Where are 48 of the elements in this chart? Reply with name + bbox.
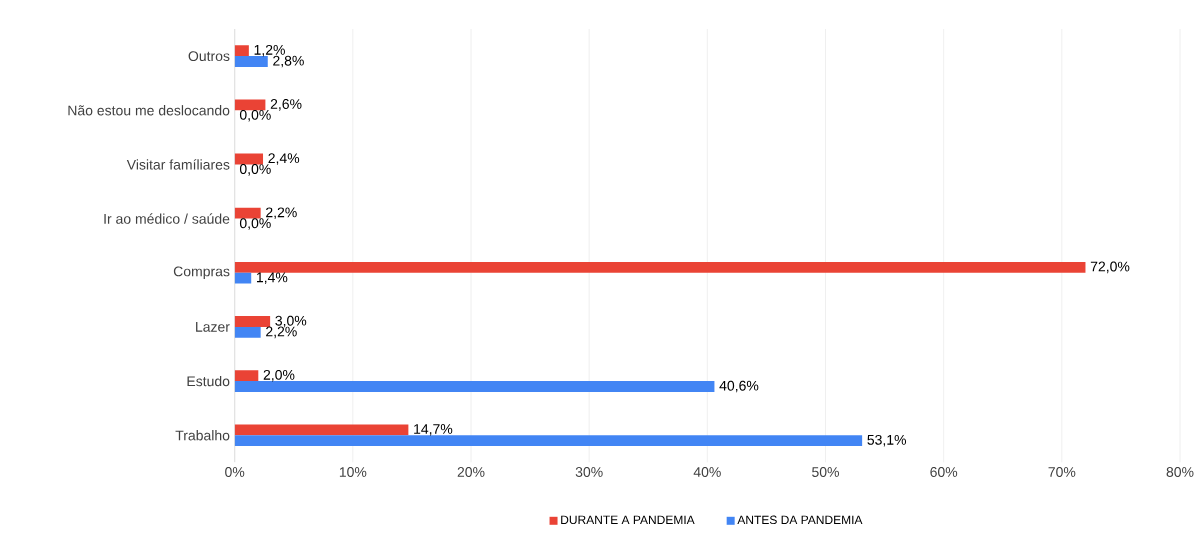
data-label: 2,4% <box>268 153 300 165</box>
bar <box>234 316 271 327</box>
x-tick-label: 20% <box>457 467 485 477</box>
data-label: 3,0% <box>275 315 307 328</box>
y-tick-label: Outros <box>188 51 230 62</box>
data-label: 40,6% <box>719 380 759 393</box>
x-tick-label: 0% <box>225 467 245 477</box>
bar <box>234 435 863 447</box>
bar <box>234 424 409 436</box>
y-tick-label: Ir ao médico / saúde <box>104 213 230 224</box>
legend-label: DURANTE A PANDEMIA <box>561 515 695 525</box>
data-label: 14,7% <box>414 424 453 436</box>
legend-label: ANTES DA PANDEMIA <box>737 515 863 525</box>
bar <box>234 207 261 219</box>
bar <box>234 45 249 57</box>
bar <box>234 381 715 392</box>
data-label: 1,2% <box>254 44 285 57</box>
bar <box>234 153 264 165</box>
y-tick-label: Estudo <box>187 375 230 387</box>
y-tick-label: Não estou me deslocando <box>68 105 230 116</box>
bar <box>234 56 268 67</box>
data-label: 53,1% <box>867 434 907 447</box>
data-label: 2,6% <box>270 99 302 111</box>
data-label: 1,4% <box>256 272 288 284</box>
data-label: 2,2% <box>266 207 297 219</box>
x-tick-label: 50% <box>812 467 839 477</box>
data-label: 0,0% <box>239 109 271 122</box>
data-label: 0,0% <box>239 218 271 230</box>
x-tick-label: 40% <box>693 467 721 477</box>
bar <box>234 370 259 382</box>
bar <box>234 261 1086 273</box>
data-label: 0,0% <box>239 164 271 176</box>
y-tick-label: Trabalho <box>175 430 230 441</box>
data-label: 72,0% <box>1090 261 1130 274</box>
x-tick-label: 80% <box>1166 467 1194 477</box>
y-tick-label: Compras <box>173 266 230 280</box>
bar <box>234 99 266 111</box>
data-label: 2,8% <box>273 55 304 68</box>
data-label: 2,2% <box>266 326 297 339</box>
data-label: 2,0% <box>263 369 295 382</box>
bar <box>234 272 252 284</box>
x-tick-label: 60% <box>930 467 958 477</box>
x-tick-label: 30% <box>575 467 603 477</box>
x-tick-label: 70% <box>1048 467 1076 477</box>
y-tick-label: Visitar famíliares <box>126 159 230 170</box>
x-tick-label: 10% <box>339 467 367 477</box>
bar <box>234 326 261 338</box>
y-tick-label: Lazer <box>196 322 230 332</box>
